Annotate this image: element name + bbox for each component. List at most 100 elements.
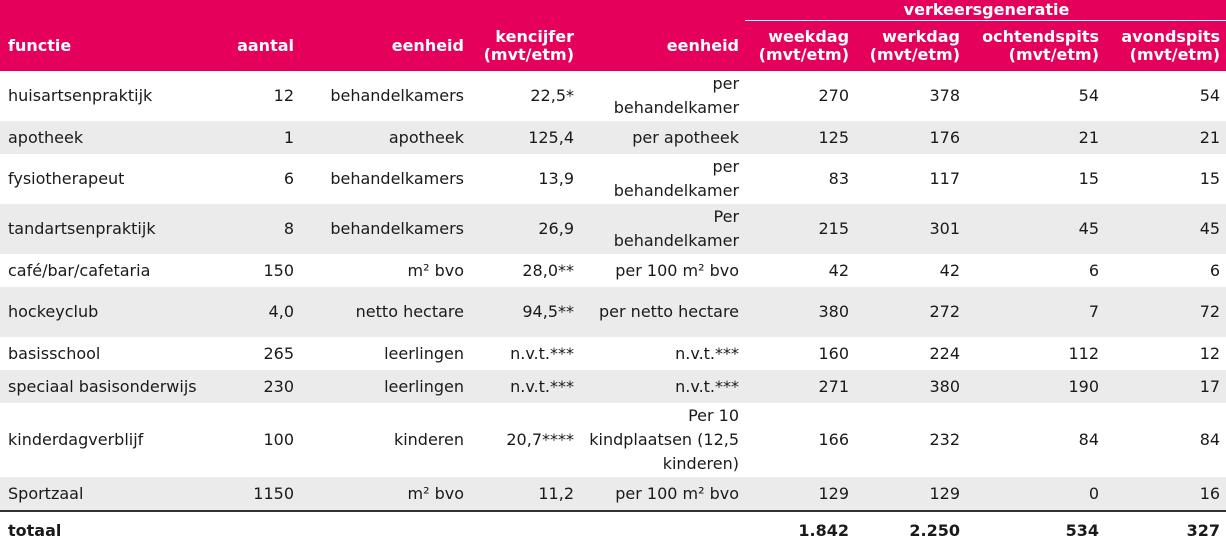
cell-avondspits: 54 (1199, 86, 1221, 105)
cell-werkdag: 117 (929, 169, 961, 188)
cell-werkdag: 176 (855, 121, 967, 154)
cell-eenheid: leerlingen (384, 343, 464, 363)
cell-kencijfer: 11,2 (470, 477, 580, 511)
cell-kencijfer: 20,7**** (506, 430, 574, 449)
cell-functie: tandartsenpraktijk (0, 204, 210, 254)
header-avondspits: avondspits (mvt/etm) (1105, 20, 1226, 71)
cell-ochtendspits: 190 (966, 370, 1106, 403)
cell-kencijfer: 28,0** (522, 260, 574, 280)
cell-eenheid: behandelkamers (330, 86, 464, 105)
cell-kencijfer: 22,5* (530, 86, 574, 105)
cell-avondspits: 12 (1199, 343, 1221, 363)
cell-ochtendspits: 7 (966, 287, 1106, 337)
cell-aantal: 100 (263, 430, 294, 449)
cell-weekdag: 270 (818, 86, 850, 105)
cell-aantal: 12 (273, 86, 294, 105)
table-row: basisschool 265 leerlingen n.v.t.*** n.v… (0, 337, 1226, 370)
cell-kencijfer: 125,4 (470, 121, 580, 154)
cell-weekdag: 125 (745, 121, 856, 154)
cell-eenheid: leerlingen (300, 370, 470, 403)
cell-avondspits: 45 (1105, 204, 1226, 254)
cell-avondspits: 21 (1105, 121, 1226, 154)
cell-eenheid: m² bvo (407, 260, 465, 280)
table-row: fysiotherapeut 6 behandelkamers 13,9 per… (0, 154, 1226, 204)
cell-werkdag: 42 (939, 260, 961, 280)
cell-weekdag: 271 (745, 370, 856, 403)
cell-eenheid: kinderen (393, 430, 464, 449)
table-row: café/bar/cafetaria 150 m² bvo 28,0** per… (0, 254, 1226, 287)
table-row: speciaal basisonderwijs 230 leerlingen n… (0, 370, 1226, 403)
table-row: huisartsenpraktijk 12 behandelkamers 22,… (0, 71, 1226, 121)
cell-eenheid-2: n.v.t.*** (675, 343, 740, 363)
cell-weekdag: 380 (745, 287, 856, 337)
header-group-verkeersgeneratie: verkeersgeneratie (745, 0, 1226, 21)
cell-aantal: 265 (263, 343, 294, 363)
cell-functie: Sportzaal (0, 477, 210, 511)
header-row-top: verkeersgeneratie (0, 0, 1226, 21)
total-empty (470, 510, 580, 548)
cell-werkdag: 378 (929, 86, 961, 105)
cell-eenheid: netto hectare (300, 287, 470, 337)
header-ochtendspits: ochtendspits (mvt/etm) (966, 20, 1106, 71)
cell-kencijfer: n.v.t.*** (510, 343, 574, 363)
cell-avondspits: 17 (1105, 370, 1226, 403)
cell-ochtendspits: 45 (966, 204, 1106, 254)
cell-werkdag: 129 (855, 477, 967, 511)
header-werkdag: werkdag (mvt/etm) (855, 20, 967, 71)
header-eenheid-2: eenheid (580, 20, 746, 71)
cell-weekdag: 160 (818, 343, 850, 363)
cell-avondspits: 16 (1105, 477, 1226, 511)
cell-werkdag: 224 (929, 343, 961, 363)
total-weekdag: 1.842 (745, 510, 856, 548)
cell-aantal: 230 (210, 370, 300, 403)
cell-eenheid: apotheek (300, 121, 470, 154)
header-spacer (0, 0, 746, 21)
cell-functie: kinderdagverblijf (8, 430, 144, 449)
header-aantal: aantal (210, 20, 300, 71)
cell-aantal: 6 (283, 169, 294, 188)
cell-kencijfer: 26,9 (470, 204, 580, 254)
total-label: totaal (0, 510, 210, 548)
table-row: Sportzaal 1150 m² bvo 11,2 per 100 m² bv… (0, 477, 1226, 511)
total-avondspits: 327 (1105, 510, 1226, 548)
total-row: totaal 1.842 2.250 534 327 (0, 510, 1226, 548)
cell-eenheid: behandelkamers (330, 169, 464, 188)
cell-kencijfer: 13,9 (538, 169, 574, 188)
cell-weekdag: 215 (745, 204, 856, 254)
cell-weekdag: 166 (818, 430, 850, 449)
cell-functie: basisschool (8, 343, 101, 363)
cell-aantal: 1150 (210, 477, 300, 511)
table-row: apotheek 1 apotheek 125,4 per apotheek 1… (0, 121, 1226, 154)
cell-aantal: 150 (263, 260, 294, 280)
cell-ochtendspits: 0 (966, 477, 1106, 511)
cell-ochtendspits: 15 (1078, 169, 1100, 188)
cell-weekdag: 83 (828, 169, 850, 188)
header-functie: functie (0, 20, 210, 71)
cell-aantal: 8 (210, 204, 300, 254)
cell-werkdag: 272 (855, 287, 967, 337)
cell-eenheid-2: per behandelkamer (613, 74, 740, 117)
cell-eenheid: behandelkamers (300, 204, 470, 254)
cell-ochtendspits: 54 (1078, 86, 1100, 105)
header-eenheid: eenheid (300, 20, 470, 71)
cell-avondspits: 6 (1209, 260, 1221, 280)
cell-weekdag: 129 (745, 477, 856, 511)
cell-werkdag: 301 (855, 204, 967, 254)
table-row: tandartsenpraktijk 8 behandelkamers 26,9… (0, 204, 1226, 254)
cell-functie: apotheek (0, 121, 210, 154)
cell-ochtendspits: 6 (1088, 260, 1100, 280)
header-weekdag: weekdag (mvt/etm) (745, 20, 856, 71)
header-row: functie aantal eenheid kencijfer (mvt/etm… (0, 20, 1226, 71)
cell-werkdag: 380 (855, 370, 967, 403)
cell-ochtendspits: 112 (1068, 343, 1100, 363)
cell-eenheid-2: n.v.t.*** (580, 370, 746, 403)
cell-ochtendspits: 21 (966, 121, 1106, 154)
cell-avondspits: 72 (1105, 287, 1226, 337)
cell-ochtendspits: 84 (1078, 430, 1100, 449)
cell-functie: huisartsenpraktijk (8, 86, 153, 105)
cell-kencijfer: 94,5** (470, 287, 580, 337)
cell-avondspits: 84 (1199, 430, 1221, 449)
cell-eenheid-2: Per 10 kindplaatsen (12,5 kinderen) (589, 406, 740, 473)
header-kencijfer: kencijfer (mvt/etm) (470, 20, 580, 71)
